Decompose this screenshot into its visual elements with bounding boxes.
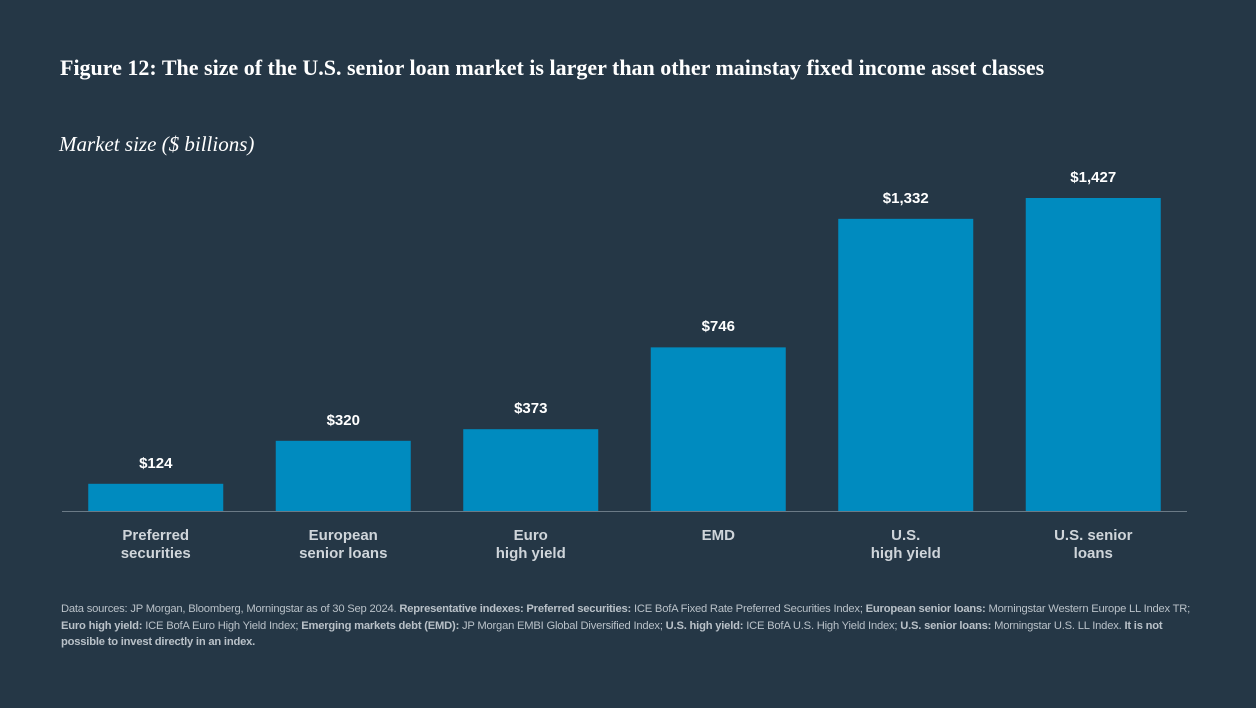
x-tick-label: U.S. senior loans bbox=[1054, 527, 1133, 562]
footnote-text: ICE BofA U.S. High Yield Index; bbox=[746, 619, 898, 632]
chart bbox=[62, 198, 1187, 512]
value-label: $1,427 bbox=[1070, 169, 1117, 186]
footnote-text: ICE BofA Fixed Rate Preferred Securities… bbox=[633, 603, 863, 615]
footnote-text: Euro high yield: bbox=[61, 619, 143, 632]
footnote-text: Morningstar U.S. LL Index. bbox=[994, 619, 1122, 632]
bar bbox=[275, 440, 411, 511]
footnote-text: ICE BofA Euro High Yield Index; bbox=[145, 619, 299, 632]
x-tick-label: European senior loans bbox=[299, 527, 388, 562]
x-tick-label: U.S. high yield bbox=[870, 527, 941, 562]
bar bbox=[1025, 198, 1161, 511]
chart-title: Figure 12: The size of the U.S. senior l… bbox=[60, 55, 1045, 80]
footnote-text: Representative indexes: Preferred securi… bbox=[399, 603, 632, 615]
chart-subtitle: Market size ($ billions) bbox=[59, 132, 255, 156]
footnote-text: U.S. senior loans: bbox=[900, 619, 992, 632]
x-tick-label: Preferred securities bbox=[120, 527, 191, 562]
footnote-text: Morningstar Western Europe LL Index TR; bbox=[988, 603, 1191, 615]
value-label: $373 bbox=[514, 400, 548, 418]
value-label: $1,332 bbox=[882, 189, 929, 207]
x-tick-label: EMD bbox=[701, 527, 735, 544]
bar bbox=[838, 218, 974, 512]
value-label: $746 bbox=[701, 318, 735, 336]
footnote-text: Emerging markets debt (EMD): bbox=[301, 619, 460, 632]
footnote: Data sources: JP Morgan, Bloomberg, Morn… bbox=[61, 601, 1201, 651]
value-label: $320 bbox=[326, 411, 360, 429]
footnote-text: JP Morgan EMBI Global Diversified Index; bbox=[462, 619, 663, 632]
bar bbox=[88, 483, 224, 511]
value-label: $124 bbox=[139, 454, 173, 472]
bar bbox=[650, 347, 786, 511]
footnote-text: It is not possible to invest directly in… bbox=[61, 619, 1163, 649]
x-tick-label: Euro high yield bbox=[495, 527, 566, 562]
footnote-text: U.S. high yield: bbox=[665, 619, 744, 632]
footnote-text: European senior loans: bbox=[865, 603, 986, 615]
bar bbox=[463, 429, 599, 511]
footnote-text: Data sources: JP Morgan, Bloomberg, Morn… bbox=[61, 603, 397, 615]
